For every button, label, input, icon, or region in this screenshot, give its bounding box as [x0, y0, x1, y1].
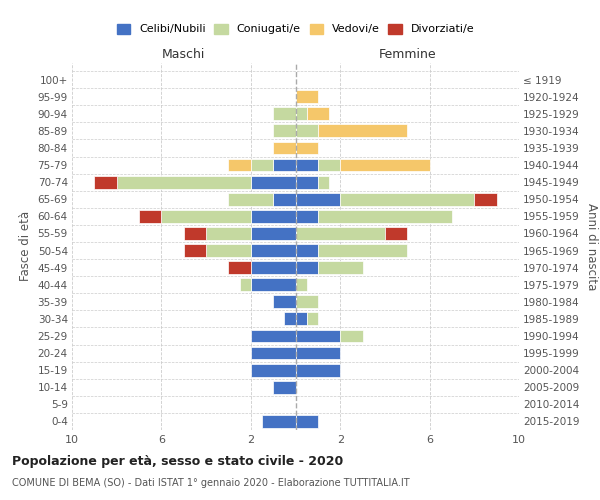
Bar: [251, 278, 296, 291]
Bar: [273, 142, 296, 154]
Bar: [206, 244, 251, 257]
Bar: [229, 261, 251, 274]
Bar: [296, 261, 318, 274]
Bar: [296, 330, 340, 342]
Bar: [296, 210, 318, 222]
Bar: [251, 227, 296, 240]
Bar: [251, 261, 296, 274]
Bar: [273, 296, 296, 308]
Bar: [385, 227, 407, 240]
Bar: [318, 261, 362, 274]
Bar: [184, 244, 206, 257]
Y-axis label: Anni di nascita: Anni di nascita: [586, 202, 598, 290]
Bar: [251, 244, 296, 257]
Bar: [307, 312, 318, 326]
Bar: [296, 296, 318, 308]
Bar: [206, 227, 251, 240]
Bar: [94, 176, 116, 188]
Bar: [318, 244, 407, 257]
Bar: [116, 176, 251, 188]
Bar: [296, 124, 318, 138]
Bar: [284, 312, 296, 326]
Bar: [296, 364, 340, 376]
Bar: [296, 278, 307, 291]
Bar: [318, 124, 407, 138]
Bar: [296, 90, 318, 103]
Bar: [296, 142, 318, 154]
Legend: Celibi/Nubili, Coniugati/e, Vedovi/e, Divorziati/e: Celibi/Nubili, Coniugati/e, Vedovi/e, Di…: [113, 20, 478, 38]
Bar: [296, 193, 340, 205]
Bar: [273, 108, 296, 120]
Bar: [307, 108, 329, 120]
Bar: [475, 193, 497, 205]
Bar: [296, 415, 318, 428]
Bar: [251, 176, 296, 188]
Bar: [251, 330, 296, 342]
Bar: [273, 381, 296, 394]
Bar: [139, 210, 161, 222]
Text: Maschi: Maschi: [162, 48, 205, 61]
Bar: [273, 158, 296, 172]
Y-axis label: Fasce di età: Fasce di età: [19, 211, 32, 282]
Bar: [273, 124, 296, 138]
Bar: [251, 346, 296, 360]
Bar: [251, 158, 273, 172]
Text: Femmine: Femmine: [379, 48, 436, 61]
Bar: [161, 210, 251, 222]
Bar: [340, 330, 362, 342]
Bar: [296, 158, 318, 172]
Text: Popolazione per età, sesso e stato civile - 2020: Popolazione per età, sesso e stato civil…: [12, 455, 343, 468]
Bar: [262, 415, 296, 428]
Bar: [296, 312, 307, 326]
Bar: [239, 278, 251, 291]
Bar: [296, 176, 318, 188]
Bar: [318, 158, 340, 172]
Bar: [296, 227, 385, 240]
Bar: [273, 193, 296, 205]
Bar: [296, 346, 340, 360]
Bar: [229, 158, 251, 172]
Bar: [296, 244, 318, 257]
Bar: [340, 158, 430, 172]
Bar: [184, 227, 206, 240]
Bar: [340, 193, 475, 205]
Bar: [229, 193, 273, 205]
Bar: [318, 176, 329, 188]
Bar: [251, 364, 296, 376]
Bar: [296, 108, 307, 120]
Text: COMUNE DI BEMA (SO) - Dati ISTAT 1° gennaio 2020 - Elaborazione TUTTITALIA.IT: COMUNE DI BEMA (SO) - Dati ISTAT 1° genn…: [12, 478, 410, 488]
Bar: [318, 210, 452, 222]
Bar: [251, 210, 296, 222]
